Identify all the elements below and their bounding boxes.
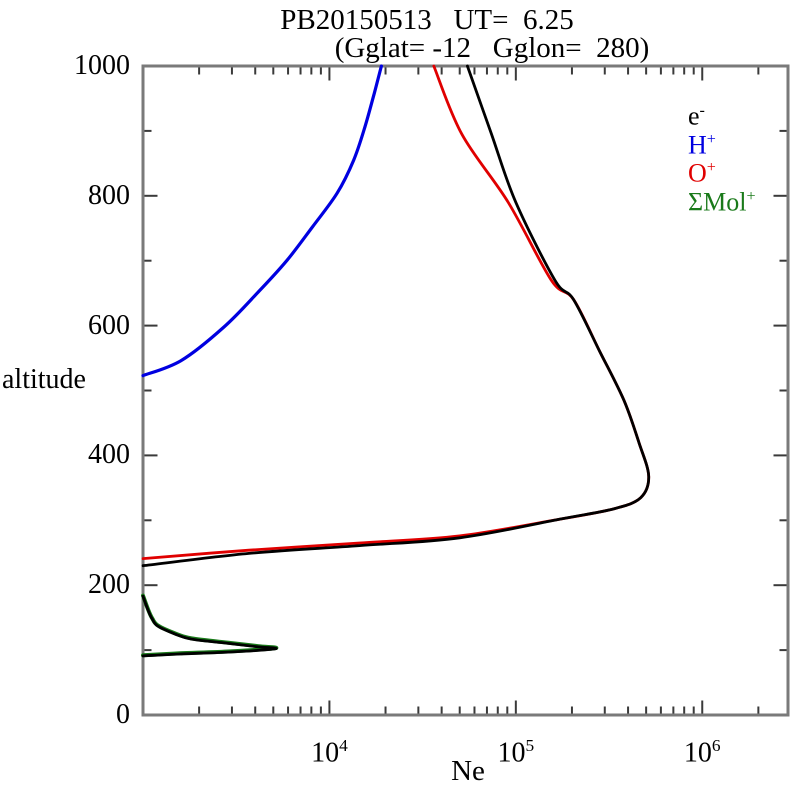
legend-item-O+: O+ xyxy=(688,158,716,188)
y-tick-label-0: 0 xyxy=(116,699,130,730)
plot-subtitle: (Gglat= -12 Gglon= 280) xyxy=(334,32,650,64)
y-tick-label-1000: 1000 xyxy=(74,50,130,81)
axis-ticks xyxy=(144,67,787,714)
curve-e- xyxy=(141,64,651,568)
x-tick-label-10e5: 105 xyxy=(497,736,535,769)
y-tick-label-600: 600 xyxy=(88,309,130,341)
legend-item-e-: e- xyxy=(688,101,705,131)
legend-item-SMol+: ΣMol+ xyxy=(688,187,756,217)
curves xyxy=(141,64,651,658)
legend-item-H+: H+ xyxy=(688,130,716,160)
y-tick-label-200: 200 xyxy=(88,569,130,601)
x-axis-label: Ne xyxy=(451,755,485,787)
page-title: PB20150513 UT= 6.25 xyxy=(280,4,574,36)
plot-frame xyxy=(141,64,790,717)
x-tick-label-10e4: 104 xyxy=(311,736,348,769)
y-tick-label-400: 400 xyxy=(88,439,130,471)
x-tick-label-10e6: 106 xyxy=(683,736,721,769)
y-axis-label: altitude xyxy=(2,364,86,395)
y-tick-label-800: 800 xyxy=(88,179,130,211)
curve-e- xyxy=(141,594,278,658)
curve-O+ xyxy=(141,64,651,560)
curve-H+ xyxy=(141,64,383,378)
